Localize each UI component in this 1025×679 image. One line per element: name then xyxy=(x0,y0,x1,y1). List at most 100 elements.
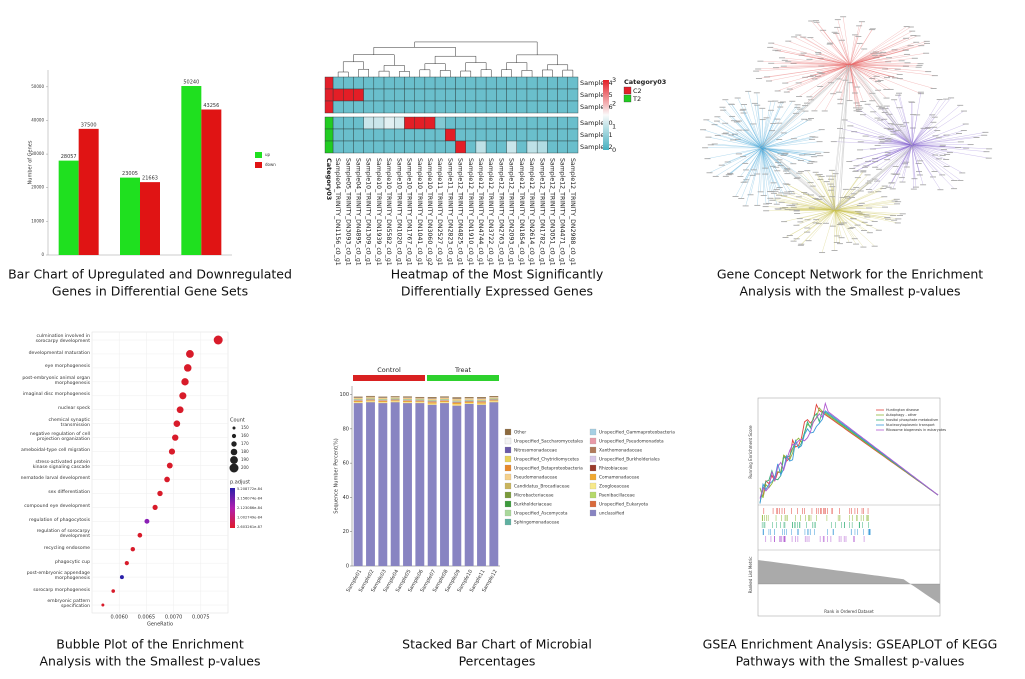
heatmap-cell xyxy=(343,116,354,130)
bar-segment xyxy=(390,399,400,401)
network-node-label xyxy=(784,173,791,175)
y-tick-label: embryonic pattern specification xyxy=(47,599,90,609)
network-node-label xyxy=(967,144,974,146)
network-node-label xyxy=(944,153,951,155)
legend-label: T2 xyxy=(632,95,641,103)
column-label: Sample12_TRINITY_DN1854_c0_g1 xyxy=(518,158,525,266)
term-box: negative regulation of cell projection o… xyxy=(30,432,90,442)
network-edge xyxy=(832,64,848,211)
bubble xyxy=(186,350,194,358)
bar-segment xyxy=(489,397,499,399)
value-label: 28057 xyxy=(61,154,77,160)
heatmap-cell xyxy=(363,140,375,154)
network-node-label xyxy=(722,175,729,177)
network-edge xyxy=(819,174,836,211)
column-label: Sample12_TRINITY_DN1782_c0_g1 xyxy=(538,158,545,266)
heatmap-cell xyxy=(343,76,354,90)
legend-label: Unspecified_Ascomycota xyxy=(514,511,568,517)
network-node-label xyxy=(860,114,867,116)
legend-label: Huntington disease xyxy=(886,408,919,412)
network-node-label xyxy=(750,169,757,171)
legend-label: Ribosome biogenesis in eukaryotes xyxy=(886,428,946,432)
network-node-label xyxy=(804,153,811,155)
network-edge xyxy=(834,209,864,248)
network-edge xyxy=(849,25,860,66)
network-edge xyxy=(849,35,918,66)
heatmap-cell xyxy=(434,100,446,114)
network-node-label xyxy=(934,130,941,131)
network-node-label xyxy=(895,94,902,96)
network-edge xyxy=(761,139,780,149)
network-edge xyxy=(761,104,798,149)
network-edge xyxy=(830,64,848,211)
bar-segment xyxy=(489,402,499,566)
heatmap-cell xyxy=(373,76,385,90)
term-box: imaginal disc morphogenesis xyxy=(23,392,90,397)
network-edge xyxy=(757,147,763,174)
network-node-label xyxy=(885,57,892,59)
network-edge xyxy=(761,147,827,153)
network-edge xyxy=(837,64,850,211)
network-node-label xyxy=(815,51,822,53)
network-node-label xyxy=(802,105,809,107)
network-node-label xyxy=(986,148,993,150)
network-node-label xyxy=(759,119,766,121)
network-node-label xyxy=(816,72,823,74)
legend-swatch xyxy=(255,162,262,168)
network-edge xyxy=(761,100,776,149)
network-node-label xyxy=(807,76,814,77)
network-edge xyxy=(834,209,851,229)
category-cell xyxy=(324,116,334,130)
network-edge xyxy=(858,109,913,146)
network-edge xyxy=(849,29,873,66)
network-edge xyxy=(761,119,805,149)
network-node-label xyxy=(892,166,899,167)
network-node-label xyxy=(849,168,856,169)
network-edge xyxy=(911,144,944,150)
network-edge xyxy=(893,99,913,146)
network-node-label xyxy=(816,174,823,176)
bubble xyxy=(130,546,136,552)
network-node-label xyxy=(896,92,903,94)
network-node-label xyxy=(864,216,871,218)
network-node-label xyxy=(853,243,860,245)
network-edge xyxy=(818,52,851,66)
network-edge xyxy=(710,144,763,149)
network-edge xyxy=(761,147,815,157)
term-box: nematode larval development xyxy=(21,476,90,481)
network-node-label xyxy=(917,93,924,95)
column-label: Sample12_TRINITY_DN3722_c0_g1 xyxy=(487,158,494,266)
bar-segment xyxy=(366,401,375,402)
network-edge xyxy=(842,16,851,66)
network-edge xyxy=(797,209,836,214)
heatmap-cell xyxy=(404,100,415,114)
heatmap-cell xyxy=(332,116,344,130)
network-node-label xyxy=(806,58,813,60)
es-curve xyxy=(759,401,939,499)
scale-label: 2 xyxy=(612,99,616,107)
legend-label: 2.123086e-84 xyxy=(237,506,263,510)
network-edge xyxy=(810,64,851,100)
network-node-label xyxy=(768,191,775,193)
network-node-label xyxy=(788,190,795,192)
caption: Percentages xyxy=(459,654,536,669)
heatmap-cell xyxy=(496,88,507,102)
network-node-label xyxy=(790,62,797,64)
network-edge xyxy=(849,64,900,75)
network-node-label xyxy=(907,45,914,47)
bar-segment xyxy=(427,399,437,401)
network-node-label xyxy=(902,65,909,67)
network-edge xyxy=(761,147,764,196)
legend-swatch xyxy=(623,94,632,103)
bar-segment xyxy=(366,397,375,399)
heatmap-cell xyxy=(567,88,579,102)
network-node-label xyxy=(813,219,820,221)
network-edge xyxy=(756,64,851,72)
network-edge xyxy=(761,130,773,149)
bar-segment xyxy=(378,401,388,403)
network-node-label xyxy=(802,76,809,78)
network-node-label xyxy=(881,185,888,187)
network-edge xyxy=(748,91,763,149)
bar-segment xyxy=(403,400,412,401)
term-box: sorocarp morphogenesis xyxy=(33,588,90,593)
